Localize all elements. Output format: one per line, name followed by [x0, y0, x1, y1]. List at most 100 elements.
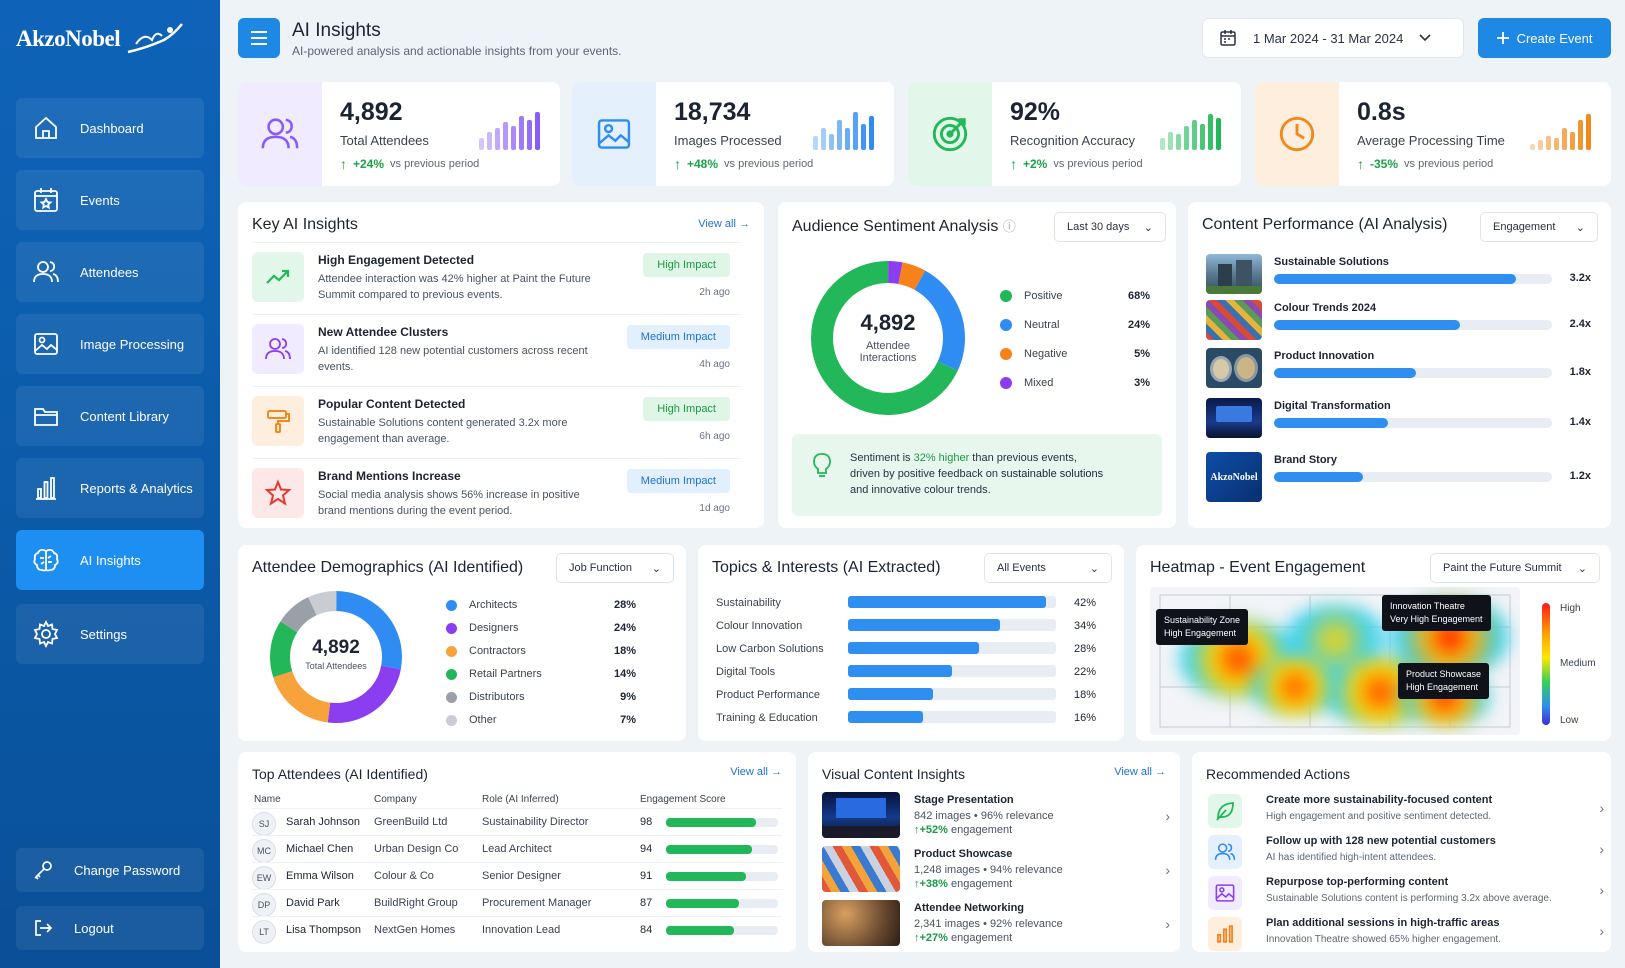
legend-label: Positive — [1024, 290, 1063, 302]
legend-label: Architects — [469, 599, 518, 611]
engagement-score: 91 — [640, 870, 653, 882]
topic-bar-fill — [848, 711, 923, 723]
topic-label: Colour Innovation — [716, 620, 803, 632]
content-bar-fill — [1274, 274, 1516, 284]
content-bar-fill — [1274, 320, 1461, 330]
action-desc: High engagement and positive sentiment d… — [1266, 811, 1492, 822]
logout-button[interactable]: Logout — [16, 906, 204, 950]
sidebar-item-events[interactable]: Events — [16, 170, 204, 230]
sentiment-filter-select[interactable]: Last 30 days ⌄ — [1054, 212, 1166, 242]
heatmap-tag[interactable]: Product Showcase High Engagement — [1398, 663, 1490, 699]
action-desc: AI has identified high-intent attendees. — [1266, 852, 1437, 863]
table-row[interactable]: SJ Sarah Johnson GreenBuild Ltd Sustainabil… — [252, 808, 782, 836]
table-row[interactable]: EW Emma Wilson Colour & Co Senior Designer 9… — [252, 862, 782, 890]
content-row[interactable]: Colour Trends 2024 2.4x — [1206, 300, 1591, 346]
content-filter-select[interactable]: Engagement ⌄ — [1480, 212, 1598, 242]
demographics-donut — [270, 591, 402, 723]
change-password-button[interactable]: Change Password — [16, 848, 204, 892]
visual-thumbnail — [822, 792, 900, 838]
tag-title: Sustainability Zone — [1164, 615, 1241, 625]
action-item[interactable]: Follow up with 128 new potential custome… — [1208, 833, 1608, 873]
table-row[interactable]: LT Lisa Thompson NextGen Homes Innovation L… — [252, 916, 782, 944]
sidebar-item-image-processing[interactable]: Image Processing — [16, 314, 204, 374]
action-title: Create more sustainability-focused conte… — [1266, 794, 1493, 806]
create-event-button[interactable]: Create Event — [1478, 18, 1611, 58]
sidebar-item-dashboard[interactable]: Dashboard — [16, 98, 204, 158]
score-bar-fill — [666, 872, 746, 881]
view-all-link[interactable]: View all → — [730, 766, 782, 778]
content-name: Brand Story — [1274, 454, 1337, 466]
visual-item[interactable]: Attendee Networking 2,341 images • 92% r… — [822, 900, 1174, 952]
action-item[interactable]: Plan additional sessions in high-traffic… — [1208, 915, 1608, 955]
scale-low-label: Low — [1560, 715, 1579, 726]
topic-bar-track — [848, 688, 1056, 700]
demographics-filter-select[interactable]: Job Function ⌄ — [556, 553, 674, 583]
donut-label: Attendee — [865, 340, 911, 352]
table-row[interactable]: MC Michael Chen Urban Design Co Lead Archit… — [252, 835, 782, 863]
legend-value: 18% — [613, 645, 636, 657]
heatmap-tag[interactable]: Sustainability Zone High Engagement — [1156, 609, 1249, 645]
info-icon: ⓘ — [1002, 219, 1016, 234]
content-thumbnail — [1206, 398, 1262, 438]
clock-icon — [1279, 116, 1315, 152]
insight-desc: Social media analysis shows 56% increase… — [318, 489, 580, 517]
tag-sub: High Engagement — [1406, 682, 1479, 692]
lightbulb-icon — [813, 453, 831, 477]
chevron-right-icon: › — [1165, 916, 1170, 932]
topics-filter-select[interactable]: All Events ⌄ — [984, 553, 1112, 583]
sidebar-item-content-library[interactable]: Content Library — [16, 386, 204, 446]
sidebar-item-ai-insights[interactable]: AI Insights — [16, 530, 204, 590]
sparkbar — [869, 116, 874, 150]
trend-up-icon — [266, 269, 290, 284]
attendee-name: Michael Chen — [286, 843, 354, 855]
content-row[interactable]: Digital Transformation 1.4x — [1206, 398, 1591, 444]
logout-label: Logout — [74, 920, 114, 936]
insight-item[interactable]: Popular Content Detected Sustainable Sol… — [252, 386, 742, 456]
chevron-down-icon — [1419, 34, 1431, 42]
content-bar-track — [1274, 368, 1552, 378]
legend-value: 24% — [613, 622, 636, 634]
stat-suffix: vs previous period — [1404, 158, 1494, 170]
icon-box — [252, 324, 304, 374]
action-item[interactable]: Repurpose top-performing content Sustain… — [1208, 874, 1608, 914]
view-all-link[interactable]: View all → — [698, 218, 750, 230]
attendee-company: BuildRight Group — [374, 897, 458, 909]
sparkbar — [1530, 144, 1535, 150]
content-row[interactable]: Sustainable Solutions 3.2x — [1206, 254, 1591, 300]
topic-pct: 18% — [1073, 689, 1096, 701]
icon-box — [252, 252, 304, 302]
heatmap-event-select[interactable]: Paint the Future Summit ⌄ — [1430, 553, 1600, 583]
sidebar-item-settings[interactable]: Settings — [16, 604, 204, 664]
view-all-link[interactable]: View all → — [1114, 766, 1166, 778]
column-header: Engagement Score — [640, 794, 726, 805]
chevron-right-icon: › — [1599, 923, 1604, 939]
heatmap-tag[interactable]: Innovation Theatre Very High Engagement — [1382, 595, 1491, 631]
menu-toggle-button[interactable] — [238, 18, 280, 58]
icon-box — [252, 468, 304, 518]
insight-item[interactable]: High Engagement Detected Attendee intera… — [252, 242, 742, 312]
sidebar-item-reports[interactable]: Reports & Analytics — [16, 458, 204, 518]
legend-label: Neutral — [1024, 319, 1060, 331]
sidebar-item-label: Settings — [80, 626, 127, 642]
sidebar-item-attendees[interactable]: Attendees — [16, 242, 204, 302]
brand-logo[interactable]: AkzoNobel — [16, 22, 184, 56]
paint-roller-icon — [267, 410, 290, 433]
visual-meta: 2,341 images • 92% relevance — [914, 918, 1063, 930]
table-row[interactable]: DP David Park BuildRight Group Procurement … — [252, 889, 782, 917]
action-item[interactable]: Create more sustainability-focused conte… — [1208, 792, 1608, 832]
visual-item[interactable]: Stage Presentation 842 images • 96% rele… — [822, 792, 1174, 844]
insight-item[interactable]: Brand Mentions Increase Social media ana… — [252, 458, 742, 528]
date-range-picker[interactable]: 1 Mar 2024 - 31 Mar 2024 — [1202, 18, 1464, 58]
avatar: EW — [252, 866, 276, 890]
sparkbar — [1160, 138, 1165, 150]
content-row[interactable]: AkzoNobel Brand Story 1.2x — [1206, 452, 1591, 502]
content-row[interactable]: Product Innovation 1.8x — [1206, 348, 1591, 394]
legend-item: Negative 5% — [1000, 348, 1150, 360]
topic-row: Product Performance 18% — [716, 685, 1096, 707]
sparkbar — [1578, 120, 1583, 150]
insight-item[interactable]: New Attendee Clusters AI identified 128 … — [252, 314, 742, 384]
tag-sub: Very High Engagement — [1390, 614, 1483, 624]
visual-item[interactable]: Product Showcase 1,248 images • 94% rele… — [822, 846, 1174, 898]
bar-chart-icon — [1217, 925, 1233, 943]
content-name: Sustainable Solutions — [1274, 256, 1389, 268]
